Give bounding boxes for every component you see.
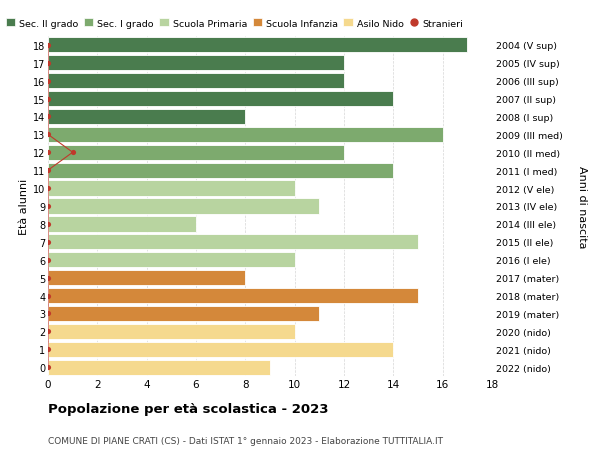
Point [43, 346, 53, 353]
Bar [48, 163, 394, 179]
Bar [48, 74, 344, 89]
Bar [48, 342, 394, 357]
Bar [48, 181, 295, 196]
Text: COMUNE DI PIANE CRATI (CS) - Dati ISTAT 1° gennaio 2023 - Elaborazione TUTTITALI: COMUNE DI PIANE CRATI (CS) - Dati ISTAT … [48, 436, 443, 445]
Bar [48, 324, 295, 339]
Legend: Sec. II grado, Sec. I grado, Scuola Primaria, Scuola Infanzia, Asilo Nido, Stran: Sec. II grado, Sec. I grado, Scuola Prim… [6, 19, 463, 28]
Bar [48, 128, 443, 143]
Bar [48, 235, 418, 250]
Bar [48, 110, 245, 125]
Bar [48, 199, 319, 214]
Point [43, 60, 53, 67]
Bar [48, 270, 245, 285]
Bar [48, 38, 467, 53]
Point [43, 274, 53, 282]
Bar [48, 217, 196, 232]
Point [43, 149, 53, 157]
Point [43, 310, 53, 318]
Point [43, 78, 53, 85]
Point [43, 328, 53, 336]
Bar [48, 360, 270, 375]
Point [43, 239, 53, 246]
Point [43, 203, 53, 210]
Point [43, 221, 53, 228]
Point [43, 257, 53, 264]
Y-axis label: Età alunni: Età alunni [19, 179, 29, 235]
Bar [48, 288, 418, 303]
Text: Popolazione per età scolastica - 2023: Popolazione per età scolastica - 2023 [48, 403, 329, 415]
Bar [48, 306, 319, 321]
Point [68, 149, 77, 157]
Point [43, 167, 53, 174]
Bar [48, 252, 295, 268]
Point [43, 95, 53, 103]
Y-axis label: Anni di nascita: Anni di nascita [577, 165, 587, 248]
Bar [48, 92, 394, 107]
Bar [48, 56, 344, 71]
Point [43, 42, 53, 49]
Point [43, 364, 53, 371]
Point [43, 185, 53, 192]
Point [43, 113, 53, 121]
Bar [48, 146, 344, 161]
Point [43, 131, 53, 139]
Point [43, 292, 53, 300]
